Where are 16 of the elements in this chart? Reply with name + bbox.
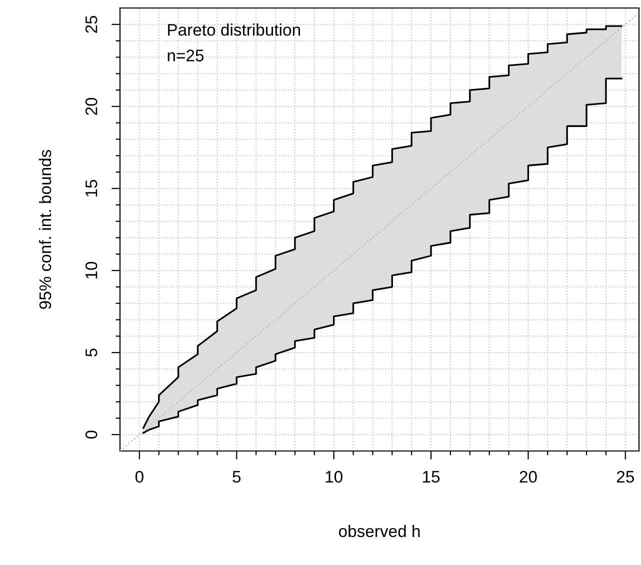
x-tick-label: 15	[423, 471, 440, 483]
x-axis-title: observed h	[338, 524, 420, 538]
annotation: n=25	[168, 50, 204, 62]
y-tick-label: 15	[86, 180, 98, 196]
y-axis-title: 95% conf. int. bounds	[38, 150, 52, 309]
y-tick-label: 20	[85, 98, 98, 115]
x-tick-label: 10	[326, 470, 342, 483]
y-tick-label: 25	[85, 16, 98, 33]
annotation: Pareto distribution	[168, 24, 300, 36]
x-tick-label: 20	[520, 470, 537, 483]
x-tick-label: 25	[616, 470, 634, 483]
y-tick-label: 5	[86, 348, 98, 357]
x-tick-label: 0	[135, 470, 144, 483]
x-tick-label: 5	[232, 471, 241, 483]
y-tick-label: 0	[85, 430, 98, 439]
y-tick-label: 10	[85, 262, 98, 279]
